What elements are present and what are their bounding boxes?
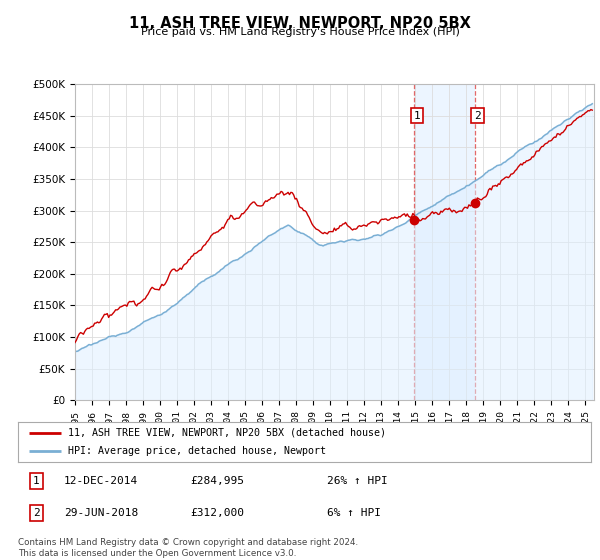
Text: 1: 1 [413,111,421,120]
Text: 2: 2 [33,508,40,518]
Bar [415,84,475,400]
Text: 6% ↑ HPI: 6% ↑ HPI [328,508,382,518]
Text: 26% ↑ HPI: 26% ↑ HPI [328,476,388,486]
Text: 1: 1 [33,476,40,486]
Text: 2: 2 [474,111,481,120]
Text: £312,000: £312,000 [190,508,244,518]
Text: £284,995: £284,995 [190,476,244,486]
Text: 29-JUN-2018: 29-JUN-2018 [64,508,138,518]
Text: 11, ASH TREE VIEW, NEWPORT, NP20 5BX (detached house): 11, ASH TREE VIEW, NEWPORT, NP20 5BX (de… [68,428,386,437]
Text: HPI: Average price, detached house, Newport: HPI: Average price, detached house, Newp… [68,446,326,456]
Text: Contains HM Land Registry data © Crown copyright and database right 2024.
This d: Contains HM Land Registry data © Crown c… [18,538,358,558]
Text: 12-DEC-2014: 12-DEC-2014 [64,476,138,486]
Text: Price paid vs. HM Land Registry's House Price Index (HPI): Price paid vs. HM Land Registry's House … [140,27,460,37]
Text: 11, ASH TREE VIEW, NEWPORT, NP20 5BX: 11, ASH TREE VIEW, NEWPORT, NP20 5BX [129,16,471,31]
